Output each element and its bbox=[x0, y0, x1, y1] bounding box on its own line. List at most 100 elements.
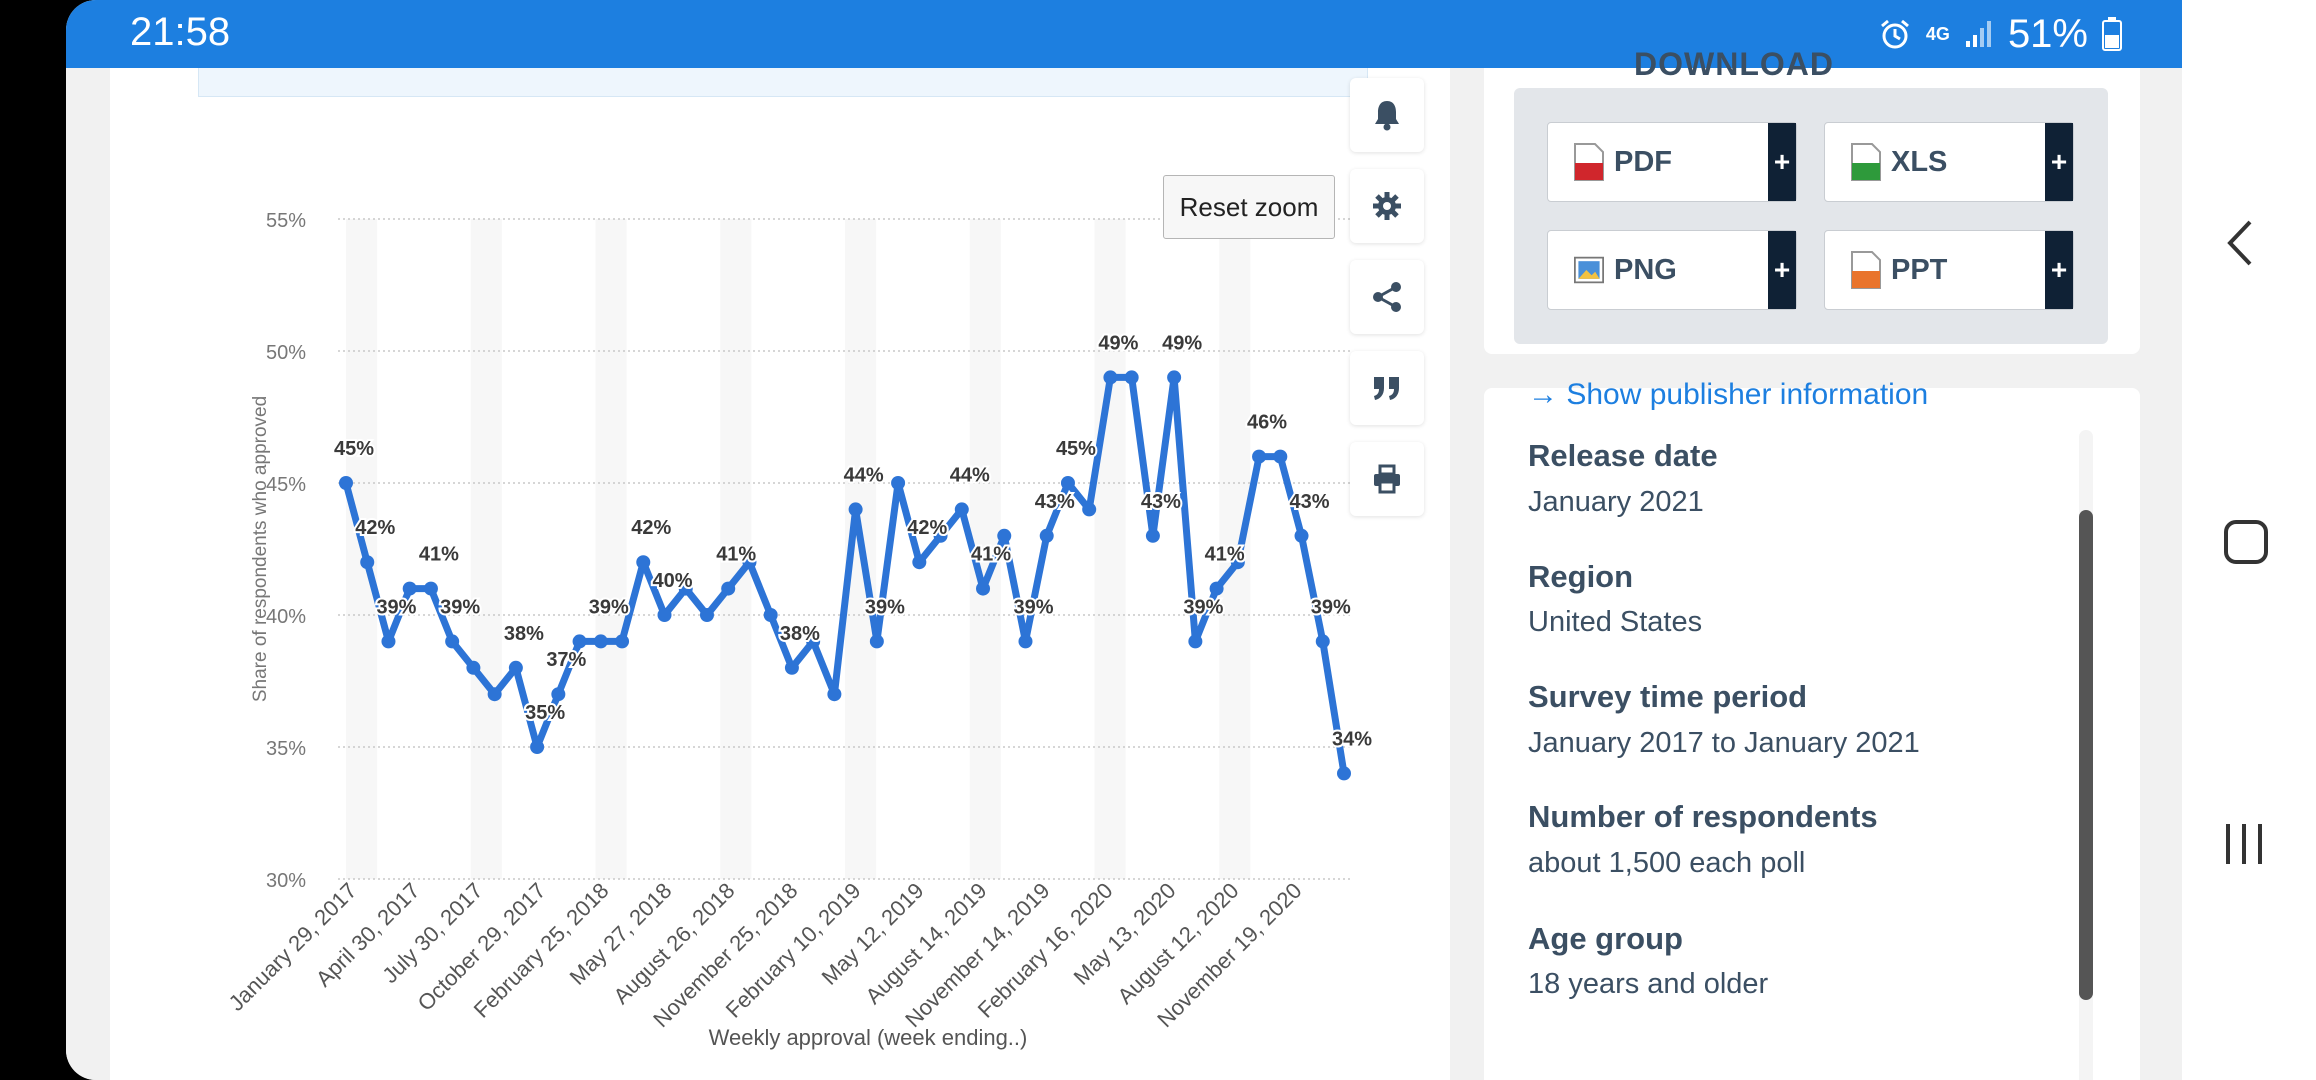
plot-band bbox=[1219, 219, 1251, 879]
data-point[interactable] bbox=[976, 581, 991, 596]
plot-band bbox=[470, 219, 502, 879]
reset-zoom-button[interactable]: Reset zoom bbox=[1163, 175, 1335, 239]
respondents-label: Number of respondents bbox=[1528, 799, 1878, 834]
data-point[interactable] bbox=[1252, 449, 1267, 464]
download-xls-button[interactable]: XLS + bbox=[1824, 122, 2074, 202]
data-point[interactable] bbox=[1230, 555, 1245, 570]
download-pdf-button[interactable]: PDF + bbox=[1547, 122, 1797, 202]
settings-button[interactable] bbox=[1350, 169, 1424, 243]
data-point[interactable] bbox=[869, 634, 884, 649]
data-point[interactable] bbox=[827, 687, 842, 702]
data-point[interactable] bbox=[912, 555, 927, 570]
data-point[interactable] bbox=[1039, 528, 1054, 543]
plus-icon[interactable]: + bbox=[2045, 231, 2073, 309]
xls-file-icon bbox=[1851, 143, 1881, 181]
data-point[interactable] bbox=[1167, 370, 1182, 385]
show-publisher-link[interactable]: → Show publisher information bbox=[1528, 378, 1929, 411]
notification-button[interactable] bbox=[1350, 78, 1424, 152]
back-icon[interactable] bbox=[2222, 218, 2258, 268]
data-point[interactable] bbox=[1294, 528, 1309, 543]
data-label: 41% bbox=[419, 544, 459, 566]
data-point[interactable] bbox=[1145, 528, 1160, 543]
data-point[interactable] bbox=[615, 634, 630, 649]
data-point[interactable] bbox=[954, 502, 969, 517]
approval-line-chart[interactable]: 30% 35% 40% 45% 50% 55% Share of respondents w… bbox=[110, 68, 1450, 1080]
plus-icon[interactable]: + bbox=[1768, 123, 1796, 201]
data-point[interactable] bbox=[1018, 634, 1033, 649]
status-icons: 4G 51% bbox=[1878, 10, 2122, 58]
data-point[interactable] bbox=[806, 634, 821, 649]
data-point[interactable] bbox=[636, 555, 651, 570]
android-nav-bar bbox=[2182, 0, 2316, 1080]
data-point[interactable] bbox=[784, 660, 799, 675]
xls-label: XLS bbox=[1891, 145, 1948, 178]
data-label: 39% bbox=[589, 596, 629, 618]
data-point[interactable] bbox=[997, 528, 1012, 543]
data-point[interactable] bbox=[551, 687, 566, 702]
data-point[interactable] bbox=[572, 634, 587, 649]
ppt-label: PPT bbox=[1891, 253, 1948, 286]
data-label: 49% bbox=[1098, 332, 1138, 354]
data-point[interactable] bbox=[1103, 370, 1118, 385]
download-png-button[interactable]: PNG + bbox=[1547, 230, 1797, 310]
age-group-label: Age group bbox=[1528, 921, 1683, 956]
plus-icon[interactable]: + bbox=[1768, 231, 1796, 309]
data-point[interactable] bbox=[593, 634, 608, 649]
data-point[interactable] bbox=[699, 608, 714, 622]
data-point[interactable] bbox=[678, 581, 693, 596]
data-point[interactable] bbox=[933, 528, 948, 543]
data-point[interactable] bbox=[1124, 370, 1139, 385]
data-point[interactable] bbox=[1337, 766, 1351, 781]
data-point[interactable] bbox=[891, 476, 906, 490]
data-point[interactable] bbox=[339, 476, 353, 490]
data-label: 45% bbox=[334, 438, 374, 460]
region-label: Region bbox=[1528, 559, 1634, 594]
share-button[interactable] bbox=[1350, 260, 1424, 334]
recent-apps-icon[interactable] bbox=[2222, 820, 2266, 868]
data-point[interactable] bbox=[848, 502, 863, 517]
data-label: 39% bbox=[376, 596, 416, 618]
download-title: DOWNLOAD bbox=[1634, 46, 1834, 82]
data-point[interactable] bbox=[763, 608, 778, 622]
x-axis-title: Weekly approval (week ending..) bbox=[709, 1025, 1028, 1050]
data-point[interactable] bbox=[721, 581, 736, 596]
data-point[interactable] bbox=[1188, 634, 1203, 649]
y-tick-label: 40% bbox=[266, 606, 306, 628]
data-point[interactable] bbox=[1209, 581, 1224, 596]
data-label: 39% bbox=[865, 596, 905, 618]
region-value: United States bbox=[1528, 606, 1703, 638]
data-label: 38% bbox=[504, 623, 544, 645]
print-button[interactable] bbox=[1350, 442, 1424, 516]
signal-icon bbox=[1965, 21, 1991, 47]
home-icon[interactable] bbox=[2222, 518, 2270, 566]
data-point[interactable] bbox=[466, 660, 481, 675]
data-label: 42% bbox=[355, 517, 395, 539]
print-icon bbox=[1374, 464, 1400, 494]
data-point[interactable] bbox=[381, 634, 396, 649]
plus-icon[interactable]: + bbox=[2045, 123, 2073, 201]
png-image-icon bbox=[1574, 256, 1604, 284]
data-label: 42% bbox=[907, 517, 947, 539]
data-label: 49% bbox=[1162, 332, 1202, 354]
data-point[interactable] bbox=[423, 581, 438, 596]
data-point[interactable] bbox=[530, 740, 545, 754]
data-point[interactable] bbox=[360, 555, 375, 570]
pdf-label: PDF bbox=[1614, 145, 1672, 178]
data-point[interactable] bbox=[402, 581, 417, 596]
data-label: 41% bbox=[716, 544, 756, 566]
data-point[interactable] bbox=[445, 634, 460, 649]
data-point[interactable] bbox=[1082, 502, 1097, 517]
data-point[interactable] bbox=[508, 660, 523, 675]
gear-icon bbox=[1373, 192, 1401, 220]
info-scroll-thumb[interactable] bbox=[2079, 510, 2093, 1000]
data-point[interactable] bbox=[1273, 449, 1288, 464]
cite-button[interactable] bbox=[1350, 351, 1424, 425]
download-ppt-button[interactable]: PPT + bbox=[1824, 230, 2074, 310]
data-label: 45% bbox=[1056, 438, 1096, 460]
data-point[interactable] bbox=[742, 555, 757, 570]
phone-screen: 21:58 4G 51% 30% 35% 40 bbox=[66, 0, 2182, 1080]
data-point[interactable] bbox=[1060, 476, 1075, 490]
data-point[interactable] bbox=[657, 608, 672, 622]
data-point[interactable] bbox=[487, 687, 502, 702]
data-point[interactable] bbox=[1315, 634, 1330, 649]
